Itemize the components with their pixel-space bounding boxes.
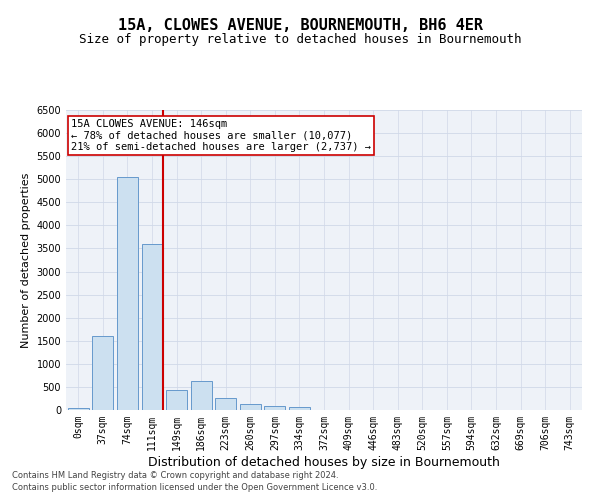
Bar	[92, 336, 113, 410]
Bar	[240, 404, 261, 410]
Bar	[191, 382, 212, 410]
Bar	[68, 408, 89, 410]
Text: Contains HM Land Registry data © Crown copyright and database right 2024.: Contains HM Land Registry data © Crown c…	[12, 471, 338, 480]
Bar	[289, 407, 310, 410]
Bar	[215, 398, 236, 410]
Text: Contains public sector information licensed under the Open Government Licence v3: Contains public sector information licen…	[12, 484, 377, 492]
Bar	[166, 390, 187, 410]
Text: Size of property relative to detached houses in Bournemouth: Size of property relative to detached ho…	[79, 32, 521, 46]
X-axis label: Distribution of detached houses by size in Bournemouth: Distribution of detached houses by size …	[148, 456, 500, 468]
Y-axis label: Number of detached properties: Number of detached properties	[21, 172, 31, 348]
Text: 15A CLOWES AVENUE: 146sqm
← 78% of detached houses are smaller (10,077)
21% of s: 15A CLOWES AVENUE: 146sqm ← 78% of detac…	[71, 119, 371, 152]
Text: 15A, CLOWES AVENUE, BOURNEMOUTH, BH6 4ER: 15A, CLOWES AVENUE, BOURNEMOUTH, BH6 4ER	[118, 18, 482, 32]
Bar	[117, 177, 138, 410]
Bar	[265, 406, 286, 410]
Bar	[142, 244, 163, 410]
